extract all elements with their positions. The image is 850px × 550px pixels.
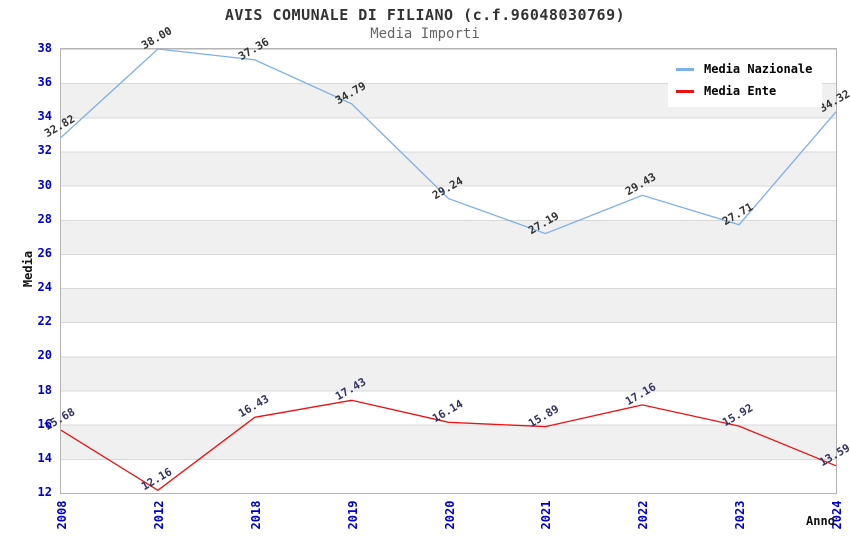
y-tick-label: 24 xyxy=(37,280,52,295)
x-tick-label: 2021 xyxy=(539,500,554,530)
legend: Media Nazionale Media Ente xyxy=(668,55,823,107)
x-tick-label: 2020 xyxy=(442,500,457,530)
legend-item: Media Nazionale xyxy=(676,58,812,80)
legend-label: Media Ente xyxy=(704,84,777,98)
plot-area: 32.82 38.00 37.36 34.79 29.24 27.19 29.43 27.71… xyxy=(42,24,850,494)
legend-swatch-icon xyxy=(676,89,694,93)
x-tick-label: 2012 xyxy=(151,500,166,530)
x-tick-label: 2008 xyxy=(55,500,69,530)
y-tick-label: 36 xyxy=(37,75,52,90)
y-tick-label: 30 xyxy=(37,177,52,192)
y-tick-label: 18 xyxy=(37,382,52,397)
legend-swatch-icon xyxy=(676,67,694,71)
y-tick-label: 38 xyxy=(37,41,52,55)
legend-item: Media Ente xyxy=(676,80,812,102)
media-ente-line xyxy=(60,399,837,492)
y-tick-label: 22 xyxy=(37,314,52,329)
series-lines xyxy=(60,48,837,492)
y-tick-label: 14 xyxy=(37,450,52,465)
legend-label: Media Nazionale xyxy=(704,62,813,76)
chart-subtitle: Media Importi xyxy=(370,26,480,42)
x-tick-label: 2023 xyxy=(733,500,748,530)
x-tick-label: 2019 xyxy=(345,500,360,530)
x-tick-label: 2018 xyxy=(248,500,263,530)
media-nazionale-line xyxy=(60,48,837,235)
y-tick-label: 26 xyxy=(37,245,52,260)
y-tick-label: 28 xyxy=(37,211,52,226)
y-tick-label: 34 xyxy=(37,109,52,124)
y-tick-label: 16 xyxy=(37,416,52,431)
y-tick-label: 32 xyxy=(37,143,52,158)
x-tick-label: 2022 xyxy=(636,500,651,530)
y-axis-title: Media xyxy=(21,250,36,288)
y-tick-label: 20 xyxy=(37,348,52,363)
y-tick-label: 12 xyxy=(37,485,52,499)
x-axis-title: Anno xyxy=(806,514,835,528)
chart-title: AVIS COMUNALE DI FILIANO (c.f.9604803076… xyxy=(224,6,626,24)
